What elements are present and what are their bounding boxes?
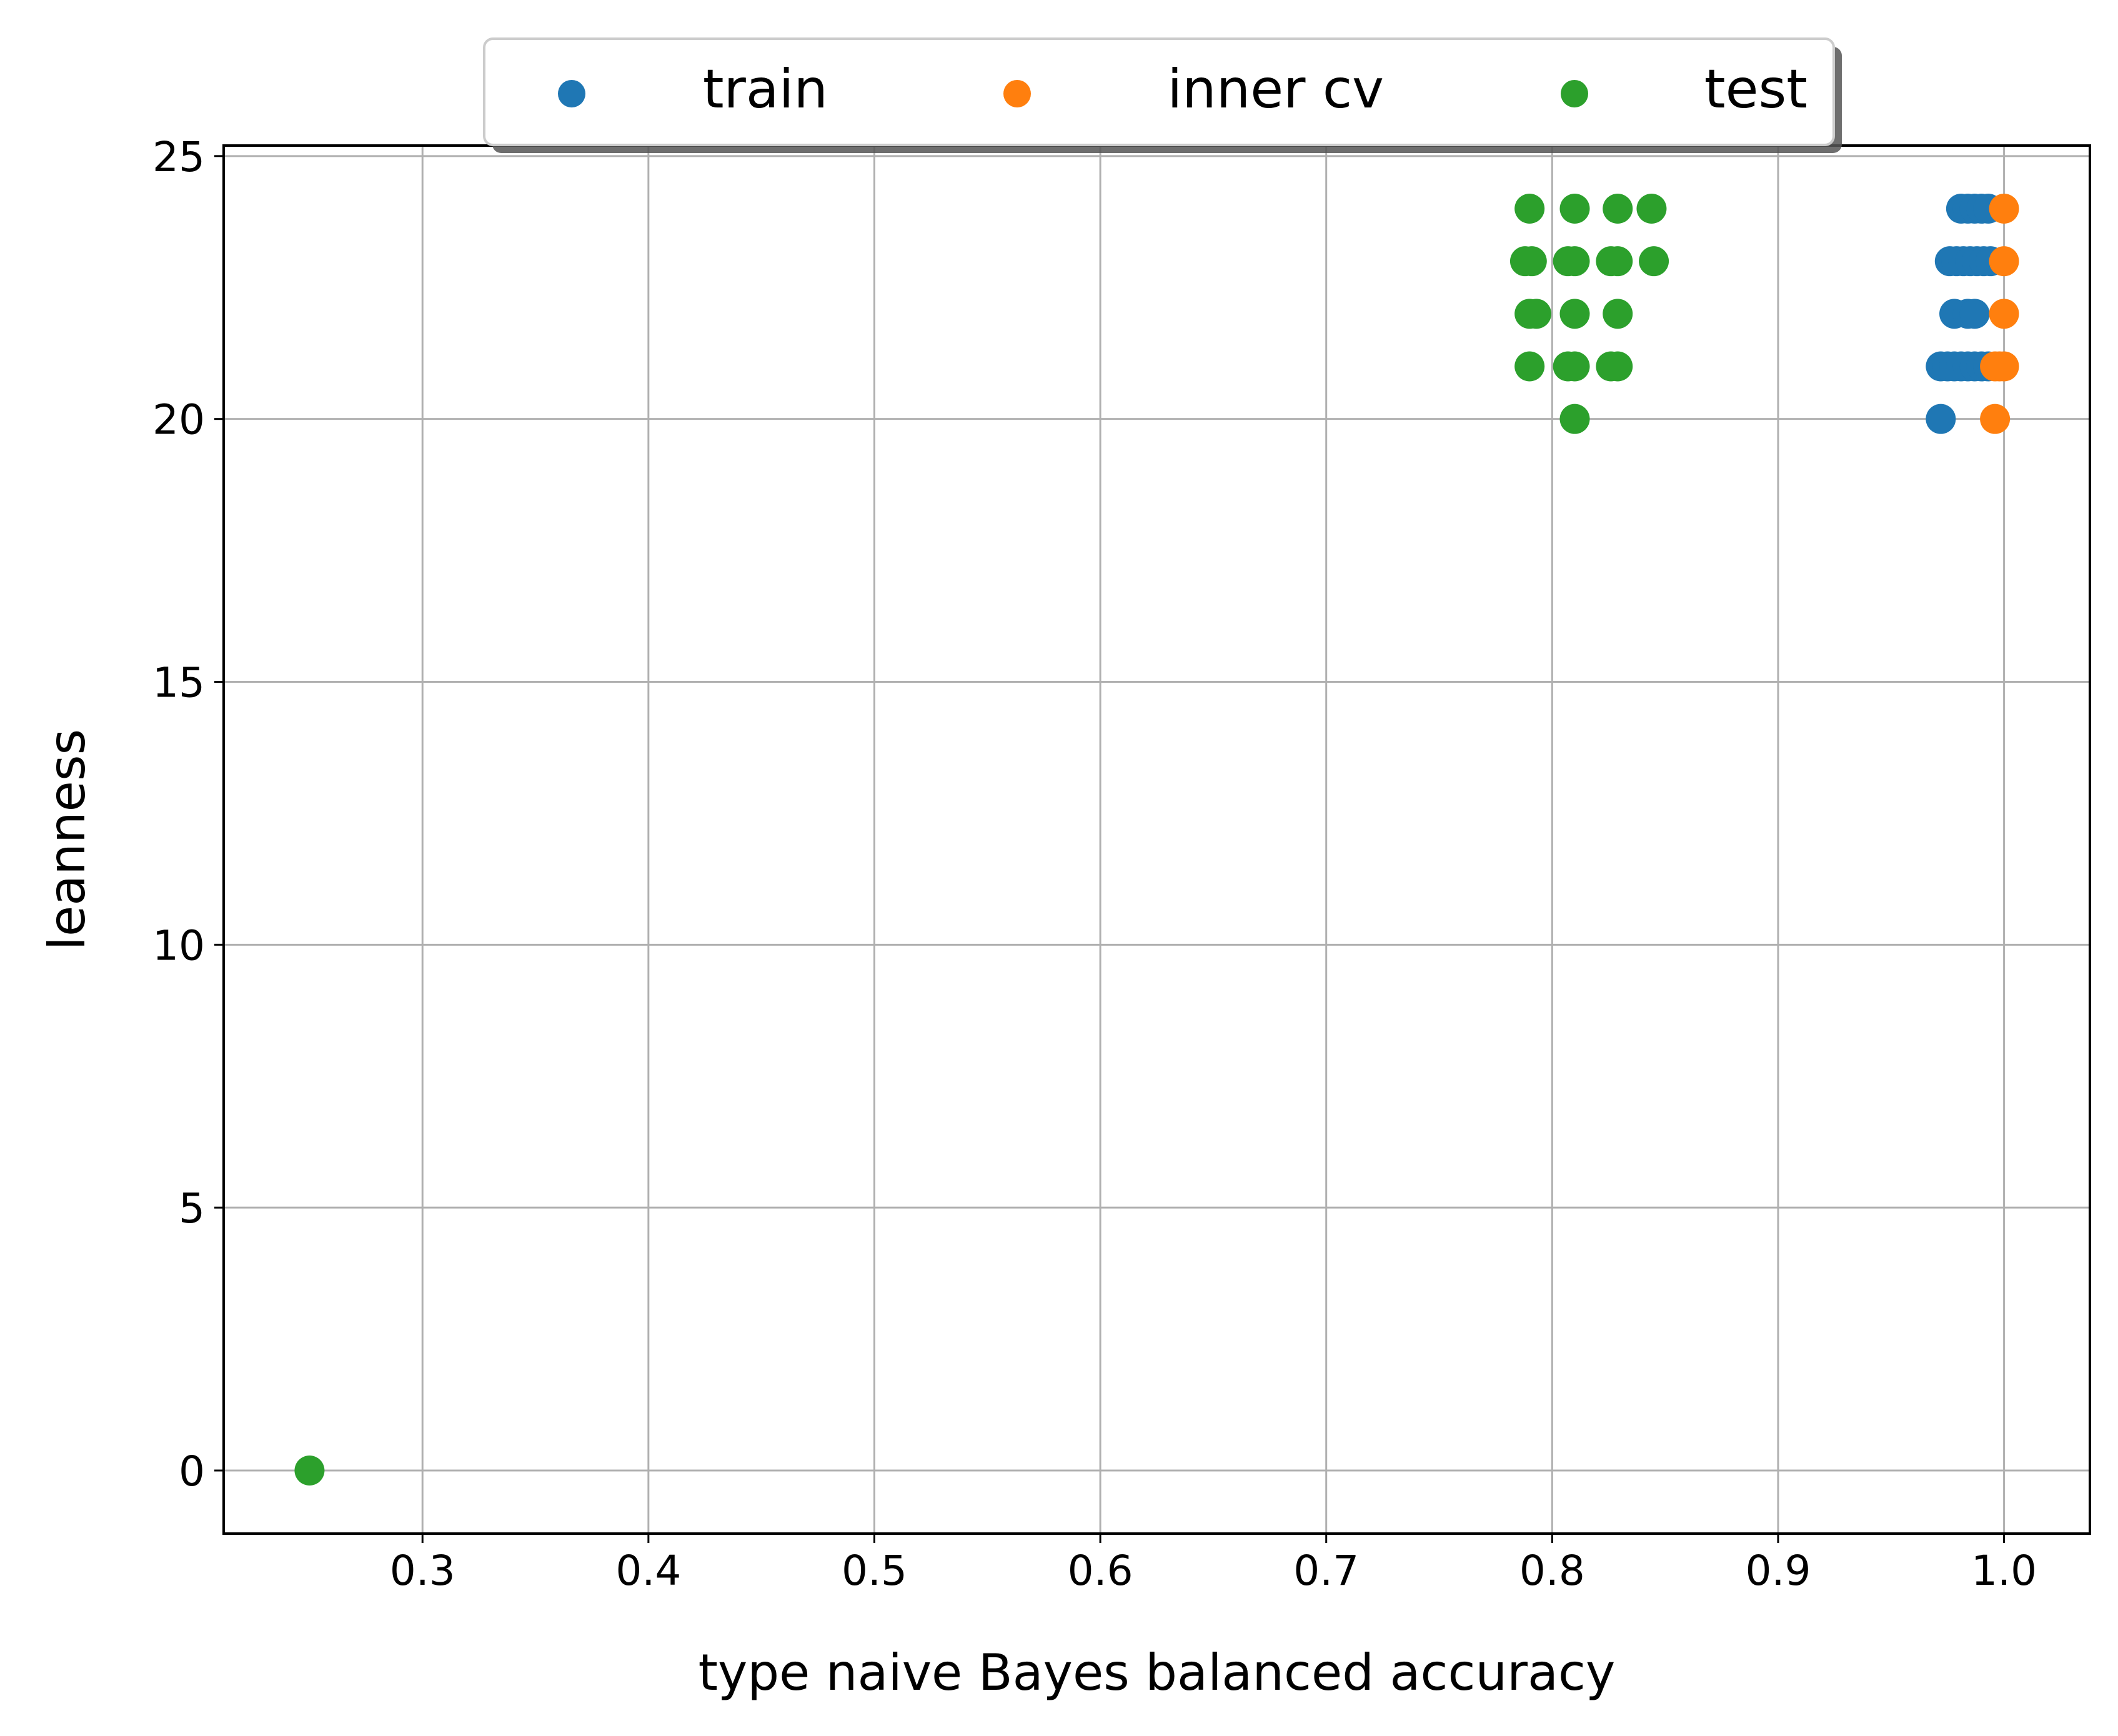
y-tick-label: 15 — [152, 659, 205, 707]
data-point — [1514, 351, 1545, 382]
data-point — [1603, 246, 1633, 277]
data-point — [1514, 194, 1545, 224]
x-tick-label: 0.6 — [1068, 1547, 1133, 1595]
x-tick-label: 0.9 — [1745, 1547, 1811, 1595]
data-point — [1980, 404, 2011, 434]
data-point — [1559, 194, 1590, 224]
x-tick-label: 0.4 — [615, 1547, 681, 1595]
axis-ticks: 0.3 0.4 0.5 0.6 0.7 0.8 0.9 1.0 0 5 10 15 20 25 — [152, 133, 2037, 1595]
x-tick-label: 1.0 — [1971, 1547, 2037, 1595]
y-tick-label: 0 — [179, 1447, 205, 1495]
x-axis-title: type naive Bayes balanced accuracy — [699, 1644, 1616, 1702]
x-tick-label: 0.3 — [390, 1547, 455, 1595]
data-point — [1959, 299, 1990, 329]
data-point — [1989, 351, 2019, 382]
legend-label: test — [1704, 58, 1807, 121]
data-point — [1521, 299, 1552, 329]
y-tick-label: 20 — [152, 396, 205, 444]
data-point — [1559, 351, 1590, 382]
data-point — [1603, 299, 1633, 329]
data-point — [1989, 246, 2019, 277]
data-point — [1516, 246, 1547, 277]
data-point — [1559, 299, 1590, 329]
legend-items: train inner cv test — [558, 58, 1807, 121]
data-point — [1636, 194, 1667, 224]
x-tick-label: 0.5 — [842, 1547, 907, 1595]
legend: train inner cv test — [483, 37, 1842, 153]
x-tick-label: 0.7 — [1293, 1547, 1359, 1595]
data-point — [1989, 194, 2019, 224]
data-point — [1559, 404, 1590, 434]
data-point — [1926, 404, 1956, 434]
data-point — [1639, 246, 1669, 277]
legend-marker — [1561, 80, 1588, 107]
y-tick-label: 10 — [152, 921, 205, 970]
y-tick-label: 25 — [152, 133, 205, 181]
data-point — [1989, 299, 2019, 329]
data-point — [1603, 351, 1633, 382]
legend-box — [483, 37, 1835, 146]
data-point — [294, 1456, 325, 1486]
legend-marker — [1003, 80, 1031, 107]
legend-marker — [558, 80, 585, 107]
y-axis-title: leanness — [38, 729, 96, 950]
y-tick-label: 5 — [179, 1184, 205, 1233]
data-point — [1559, 246, 1590, 277]
legend-label: train — [703, 58, 828, 121]
data-point — [1603, 194, 1633, 224]
legend-label: inner cv — [1167, 58, 1384, 121]
data-points — [294, 194, 2019, 1486]
x-tick-label: 0.8 — [1519, 1547, 1585, 1595]
